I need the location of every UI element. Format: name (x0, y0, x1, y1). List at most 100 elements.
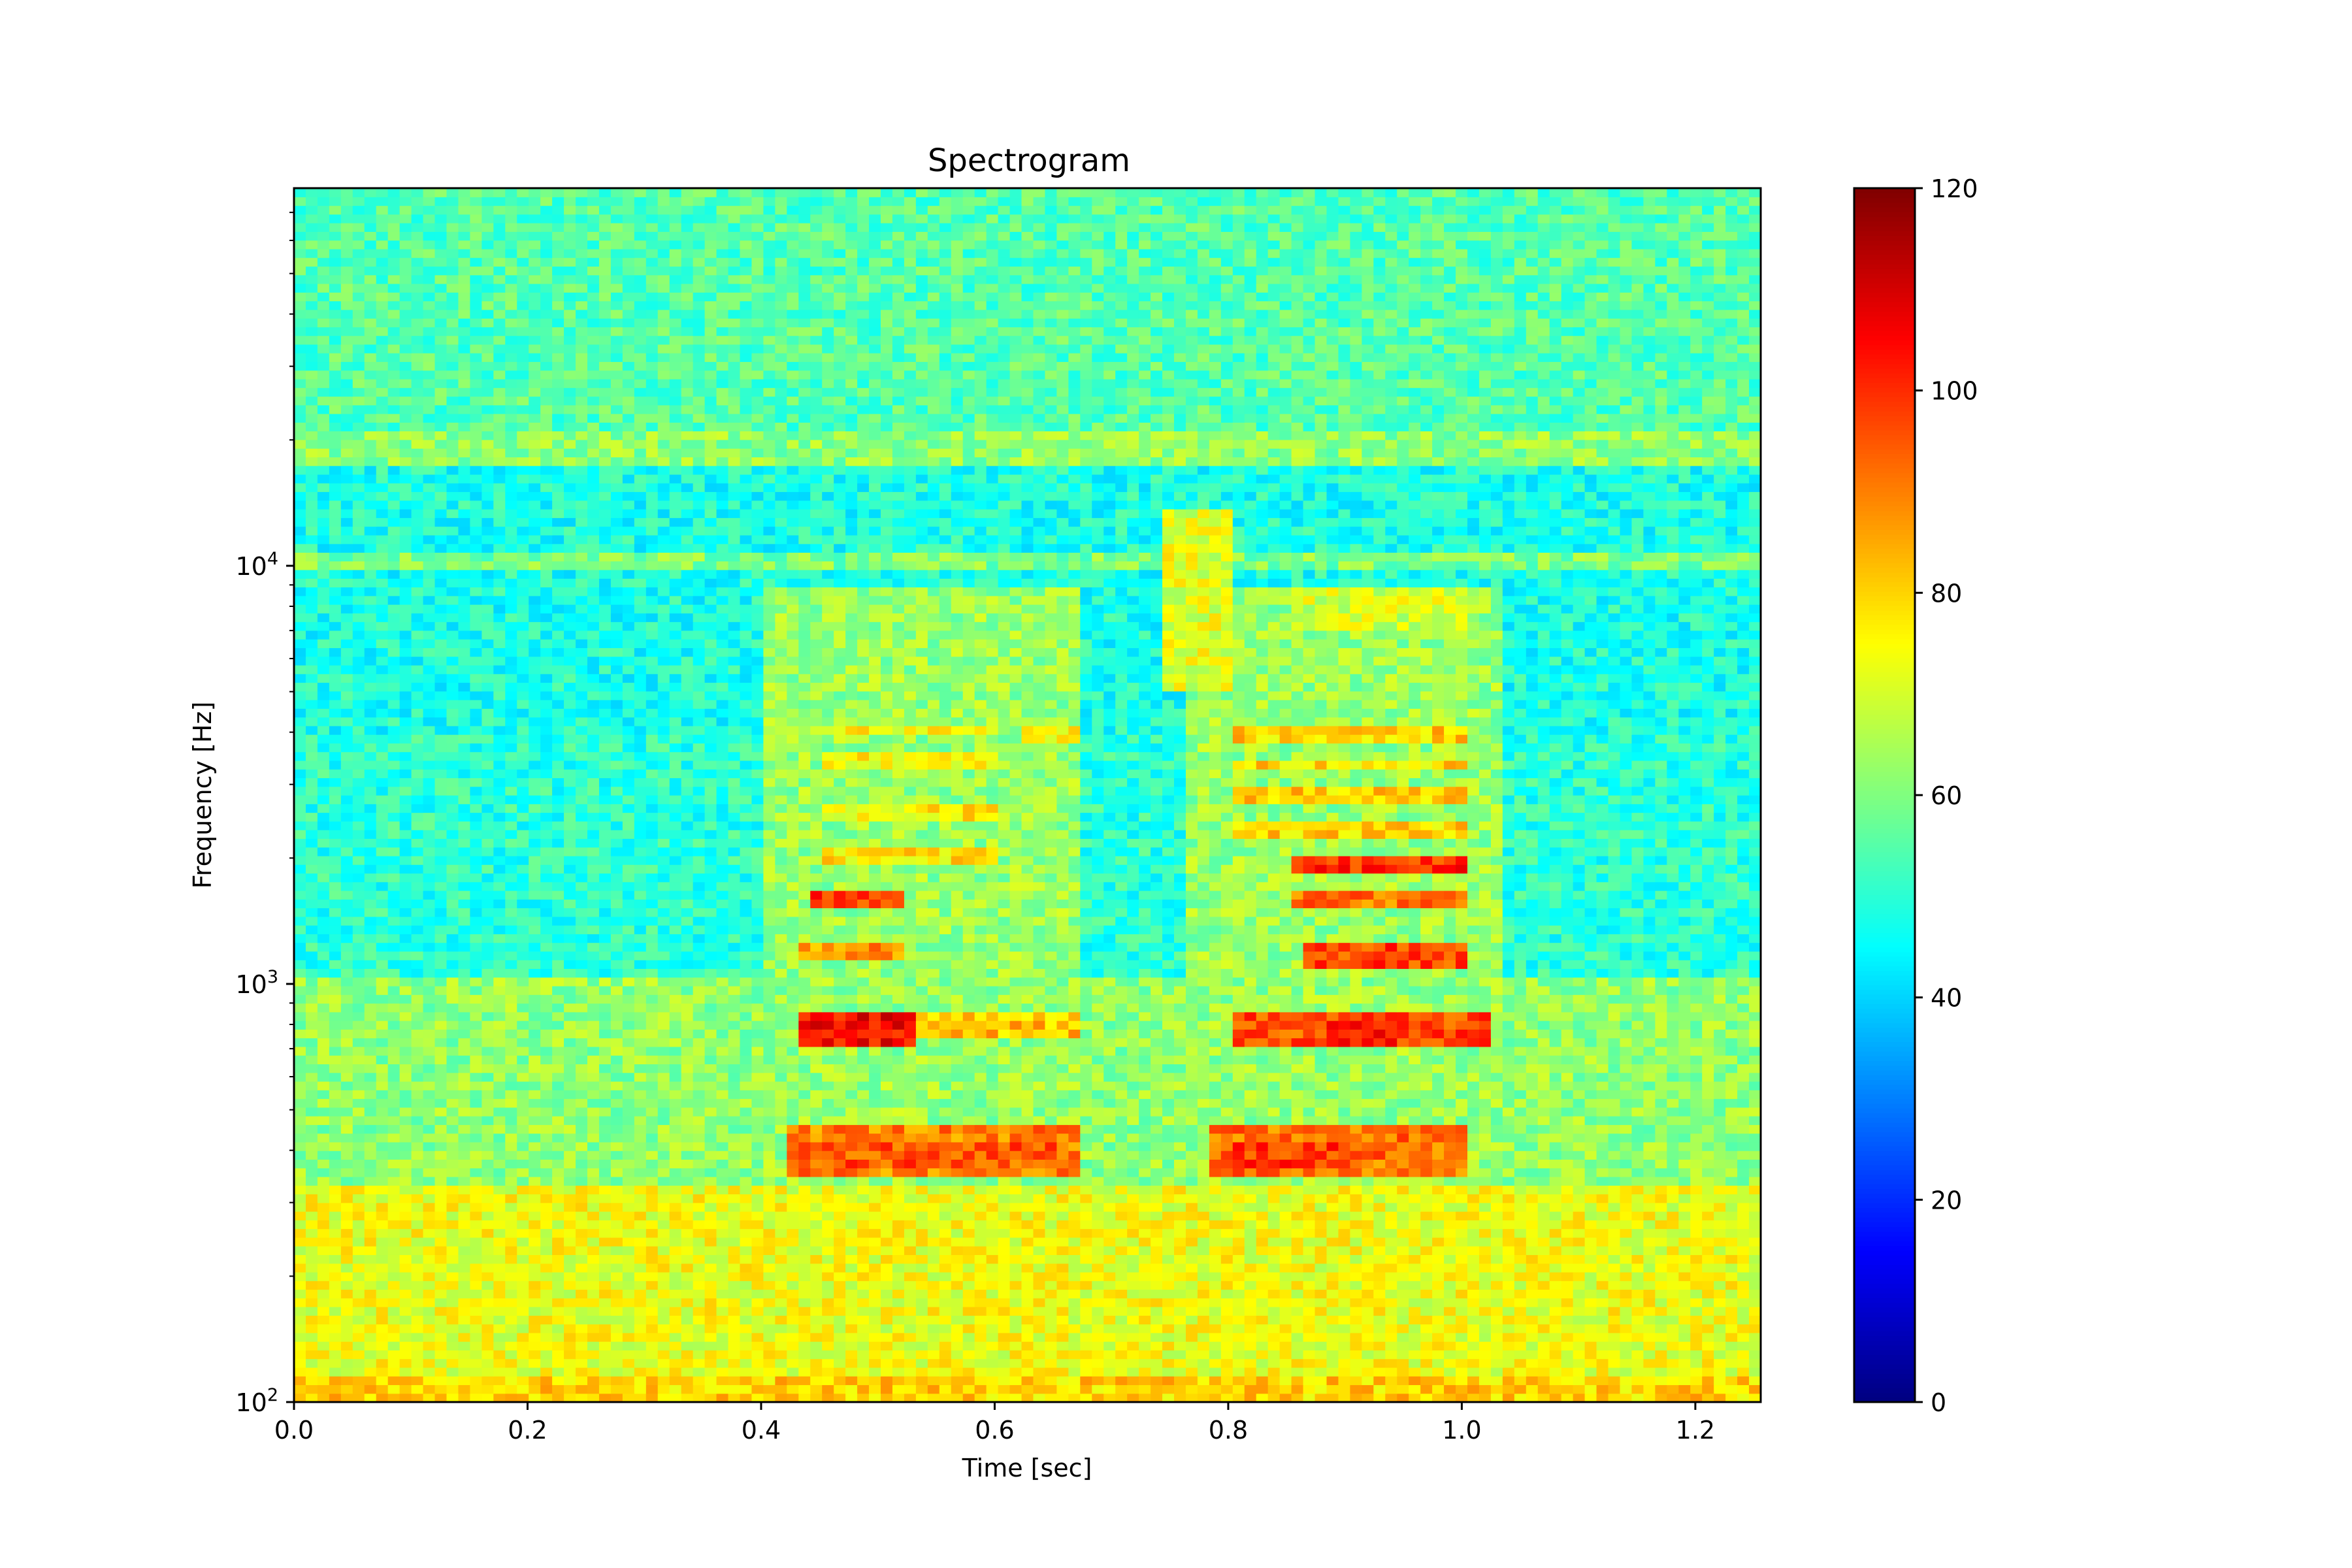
heatmap-cell (1209, 1298, 1222, 1307)
heatmap-cell (751, 1228, 764, 1238)
heatmap-cell (1667, 1211, 1679, 1220)
heatmap-cell (329, 1281, 342, 1290)
heatmap-cell (1467, 1358, 1480, 1368)
heatmap-cell (434, 1090, 448, 1100)
heatmap-cell (1291, 1324, 1304, 1333)
heatmap-cell (763, 1367, 776, 1377)
heatmap-cell (1467, 1081, 1480, 1090)
heatmap-cell (810, 1124, 823, 1134)
heatmap-cell (329, 1254, 342, 1264)
heatmap-cell (1620, 1324, 1633, 1333)
heatmap-cell (482, 1159, 494, 1169)
heatmap-cell (1185, 1098, 1198, 1108)
heatmap-cell (1725, 1281, 1738, 1290)
heatmap-cell (845, 1064, 858, 1073)
heatmap-cell (434, 1220, 448, 1230)
heatmap-cell (1315, 1263, 1328, 1273)
heatmap-cell (939, 1367, 952, 1377)
heatmap-cell (951, 1133, 964, 1143)
heatmap-cell (962, 1072, 975, 1082)
heatmap-cell (1490, 1246, 1503, 1255)
heatmap-cell (763, 1185, 776, 1195)
heatmap-cell (1244, 1341, 1257, 1350)
heatmap-cell (1151, 1168, 1163, 1177)
heatmap-cell (1232, 1384, 1245, 1394)
heatmap-cell (1478, 1098, 1492, 1108)
heatmap-cell (716, 1159, 729, 1169)
heatmap-cell (974, 1176, 987, 1186)
heatmap-cell (763, 1159, 776, 1169)
heatmap-cell (1397, 1341, 1409, 1350)
heatmap-cell (822, 1090, 834, 1100)
heatmap-cell (1690, 1116, 1703, 1125)
heatmap-cell (1045, 1367, 1057, 1377)
heatmap-cell (645, 1098, 659, 1108)
heatmap-cell (1643, 1281, 1656, 1290)
heatmap-cell (1444, 1246, 1456, 1255)
heatmap-cell (1092, 1194, 1104, 1203)
heatmap-cell (434, 1324, 448, 1333)
heatmap-cell (1397, 1202, 1409, 1212)
heatmap-cell (329, 1289, 342, 1299)
heatmap-cell (810, 1098, 823, 1108)
heatmap-cell (634, 1116, 647, 1125)
heatmap-cell (1220, 1202, 1233, 1212)
heatmap-cell (951, 1107, 964, 1117)
heatmap-cell (1561, 1350, 1574, 1360)
heatmap-cell (340, 1090, 353, 1100)
heatmap-cell (1655, 1072, 1667, 1082)
heatmap-cell (1326, 1124, 1339, 1134)
heatmap-cell (634, 1072, 647, 1082)
heatmap-cell (1362, 1133, 1374, 1143)
heatmap-cell (1678, 1341, 1691, 1350)
heatmap-cell (493, 1211, 506, 1220)
heatmap-cell (1350, 1133, 1362, 1143)
heatmap-cell (1620, 1159, 1633, 1169)
heatmap-cell (1151, 1220, 1163, 1230)
heatmap-cell (376, 1254, 389, 1264)
heatmap-cell (622, 1176, 635, 1186)
heatmap-cell (1490, 1271, 1503, 1281)
heatmap-cell (1432, 1315, 1445, 1325)
heatmap-cell (576, 1151, 588, 1160)
heatmap-cell (1045, 1298, 1057, 1307)
heatmap-cell (294, 1376, 306, 1386)
heatmap-cell (669, 1151, 682, 1160)
heatmap-cell (881, 1289, 893, 1299)
heatmap-cell (446, 1281, 459, 1290)
heatmap-cell (1714, 1384, 1726, 1394)
heatmap-cell (1678, 1324, 1691, 1333)
heatmap-cell (1444, 1341, 1456, 1350)
heatmap-cell (1291, 1090, 1304, 1100)
heatmap-cell (1409, 1237, 1421, 1247)
heatmap-cell (1584, 1133, 1597, 1143)
heatmap-cell (728, 1124, 741, 1134)
heatmap-cell (634, 1211, 647, 1220)
heatmap-cell (305, 1237, 318, 1247)
heatmap-cell (446, 1315, 459, 1325)
heatmap-cell (939, 1384, 952, 1394)
heatmap-cell (1115, 1064, 1128, 1073)
heatmap-cell (1267, 1384, 1281, 1394)
heatmap-cell (810, 1315, 823, 1325)
heatmap-cell (423, 1324, 436, 1333)
heatmap-cell (1714, 1350, 1726, 1360)
heatmap-cell (1702, 1176, 1714, 1186)
heatmap-cell (1267, 1151, 1281, 1160)
heatmap-cell (1714, 1271, 1726, 1281)
heatmap-cell (1080, 1307, 1092, 1316)
heatmap-cell (1397, 1107, 1409, 1117)
heatmap-cell (340, 1341, 353, 1350)
heatmap-cell (810, 1159, 823, 1169)
heatmap-cell (1174, 1116, 1186, 1125)
heatmap-cell (1655, 1324, 1667, 1333)
heatmap-cell (1362, 1151, 1374, 1160)
heatmap-cell (1244, 1055, 1257, 1065)
heatmap-cell (1197, 1332, 1210, 1342)
heatmap-cell (845, 1271, 858, 1281)
heatmap-cell (657, 1107, 670, 1117)
heatmap-cell (1444, 1194, 1456, 1203)
heatmap-cell (1174, 1124, 1186, 1134)
heatmap-cell (1667, 1350, 1679, 1360)
heatmap-cell (1151, 1315, 1163, 1325)
